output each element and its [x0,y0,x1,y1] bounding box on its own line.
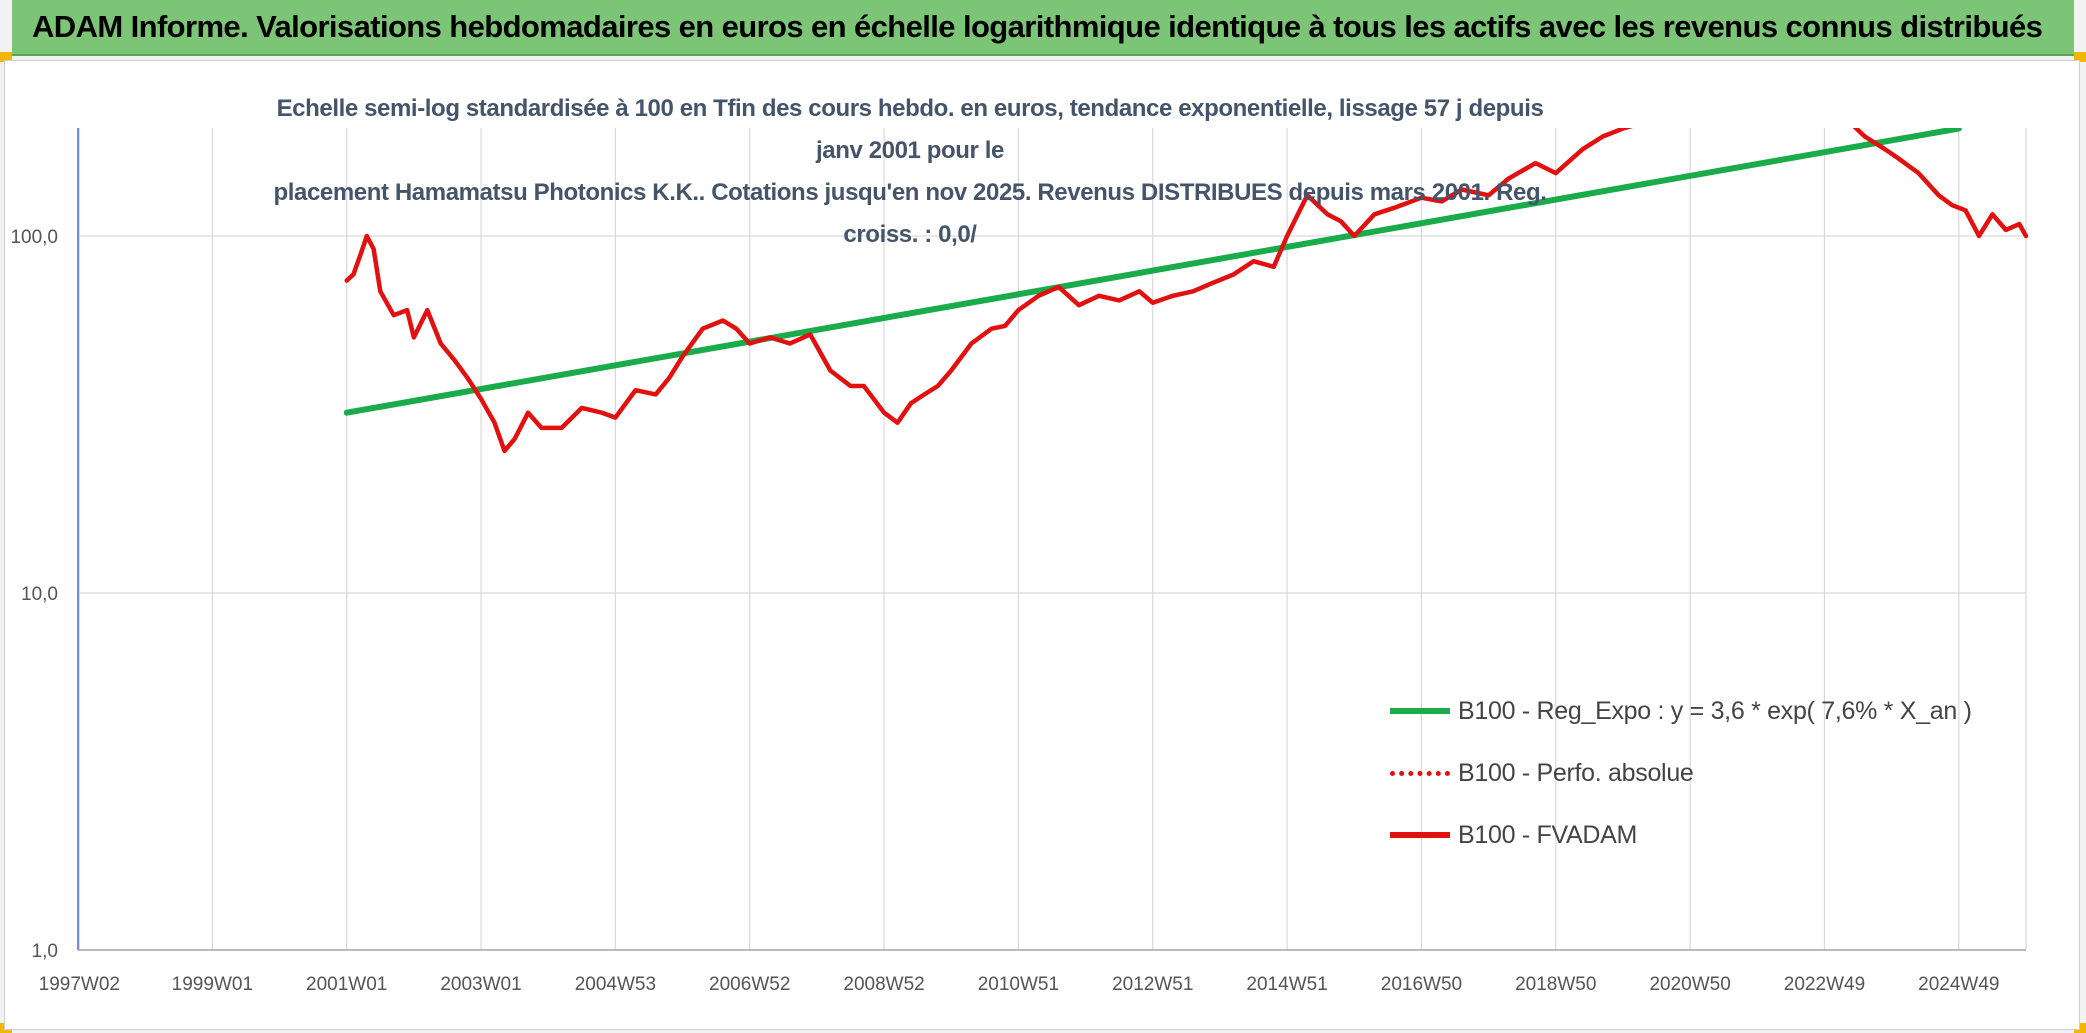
legend-label-perfo: B100 - Perfo. absolue [1458,758,1694,787]
report-title: ADAM Informe. Valorisations hebdomadaire… [32,9,2043,44]
y-tick-label-2: 100,0 [10,227,58,248]
legend-swatch-fvadam [1390,832,1450,838]
report-header: ADAM Informe. Valorisations hebdomadaire… [12,0,2074,56]
corner-accent-bottom-right [2074,1023,2086,1033]
chart-subtitle-line-2: placement Hamamatsu Photonics K.K.. Cota… [273,179,1547,248]
chart-legend: B100 - Reg_Expo : y = 3,6 * exp( 7,6% * … [1390,680,1972,866]
x-tick-label-13: 2022W49 [1784,974,1865,995]
legend-label-fvadam: B100 - FVADAM [1458,820,1638,849]
chart-subtitle-line-1: Echelle semi-log standardisée à 100 en T… [276,95,1544,164]
x-tick-label-8: 2012W51 [1112,974,1193,995]
corner-accent-top-left [0,52,12,62]
series-line-trend [343,128,1962,416]
x-tick-label-2: 2001W01 [306,974,387,995]
legend-item-perfo: B100 - Perfo. absolue [1390,742,1972,804]
chart-panel [4,60,2080,1030]
chart-subtitle: Echelle semi-log standardisée à 100 en T… [260,88,1560,256]
legend-label-trend: B100 - Reg_Expo : y = 3,6 * exp( 7,6% * … [1458,696,1972,725]
corner-accent-top-right [2074,52,2086,62]
x-tick-label-14: 2024W49 [1918,974,1999,995]
x-tick-label-10: 2016W50 [1381,974,1462,995]
x-tick-label-11: 2018W50 [1515,974,1596,995]
x-tick-label-7: 2010W51 [978,974,1059,995]
x-tick-label-9: 2014W51 [1246,974,1327,995]
series-line-fvadam [344,128,2029,454]
x-tick-label-1: 1999W01 [172,974,253,995]
x-tick-label-3: 2003W01 [440,974,521,995]
x-tick-label-5: 2006W52 [709,974,790,995]
x-tick-label-6: 2008W52 [843,974,924,995]
x-tick-label-4: 2004W53 [575,974,656,995]
legend-swatch-perfo [1390,770,1450,776]
legend-item-trend: B100 - Reg_Expo : y = 3,6 * exp( 7,6% * … [1390,680,1972,742]
y-tick-label-1: 10,0 [21,584,58,605]
legend-swatch-trend [1390,708,1450,714]
x-tick-label-12: 2020W50 [1649,974,1730,995]
y-tick-label-0: 1,0 [32,941,58,962]
x-tick-label-0: 1997W02 [39,974,120,995]
legend-item-fvadam: B100 - FVADAM [1390,804,1972,866]
